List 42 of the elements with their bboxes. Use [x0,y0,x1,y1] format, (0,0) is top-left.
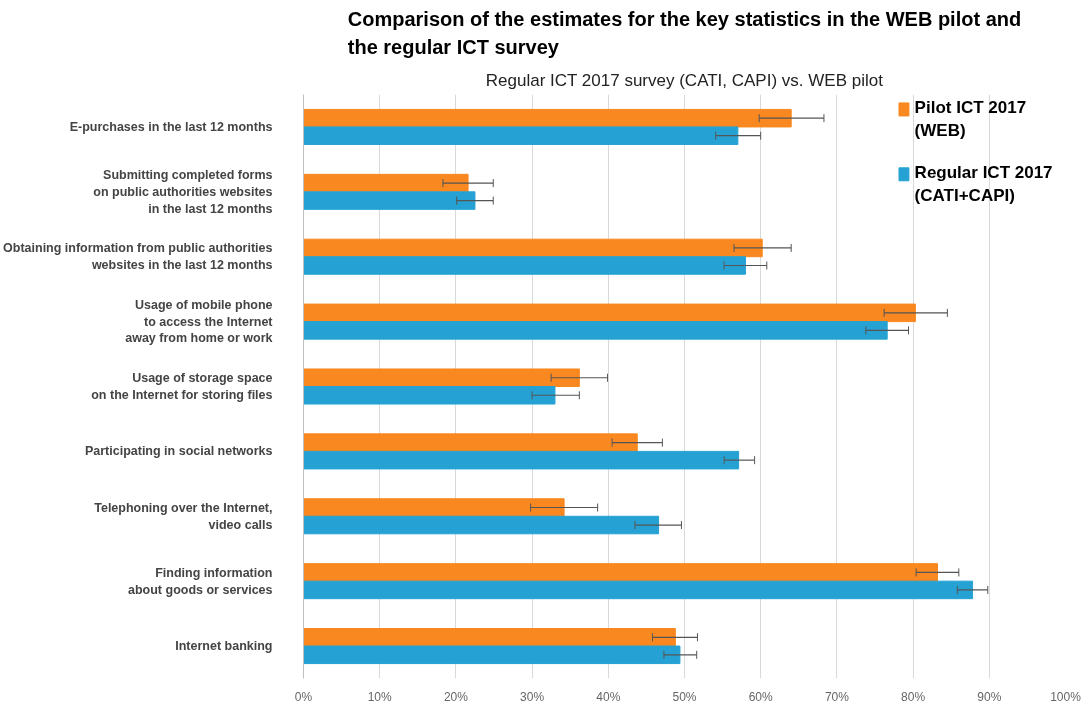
bar [303,256,746,275]
y-tick-label: Telephoning over the Internet, video calls [94,500,273,532]
x-tick-label: 30% [520,689,545,704]
bar [303,238,763,258]
y-tick-label: Obtaining information from public authorities websites in the last 12 months [3,241,273,273]
bar [303,580,974,600]
legend-label: Regular ICT 2017 (CATI+CAPI) [914,162,1053,206]
x-tick-label: 50% [672,689,697,704]
y-tick-label: Finding information about goods or services [128,565,273,597]
x-tick-label: 10% [367,689,393,704]
bar [303,515,660,535]
y-tick-label: E-purchases in the last 12 months [69,119,273,134]
bar [303,126,739,145]
bar [303,303,916,323]
bar [303,191,476,210]
bar [303,173,469,193]
bar [303,628,676,647]
x-tick-label: 90% [977,689,1002,704]
bar [303,563,938,582]
bar [303,108,792,128]
x-tick-label: 100% [1050,689,1082,704]
y-tick-label: Internet banking [175,639,273,654]
x-tick-label: 20% [443,689,469,704]
bar [303,645,681,665]
chart-subtitle: Regular ICT 2017 survey (CATI, CAPI) vs. WEB pilot [485,70,884,90]
chart-title: Comparison of the estimates for the key statistics in the WEB pilot and the regular ICT survey [347,7,1022,59]
x-tick-label: 80% [901,689,926,704]
bar [303,433,638,452]
legend-label: Pilot ICT 2017 (WEB) [914,97,1027,141]
x-tick-label: 60% [748,689,774,704]
bar [303,321,888,340]
x-tick-label: 70% [824,689,850,704]
y-tick-label: Usage of mobile phone to access the Internet away from home or work [125,297,274,346]
y-tick-label: Submitting completed forms on public authorities websites in the last 12 months [93,168,273,216]
y-tick-label: Participating in social networks [84,444,273,459]
y-tick-label: Usage of storage space on the Internet for storing files [91,371,273,402]
bar [303,450,740,470]
bar [303,386,556,405]
bar [303,498,565,517]
bar [303,368,580,387]
x-tick-label: 40% [596,689,621,704]
x-tick-label: 0% [294,689,313,704]
